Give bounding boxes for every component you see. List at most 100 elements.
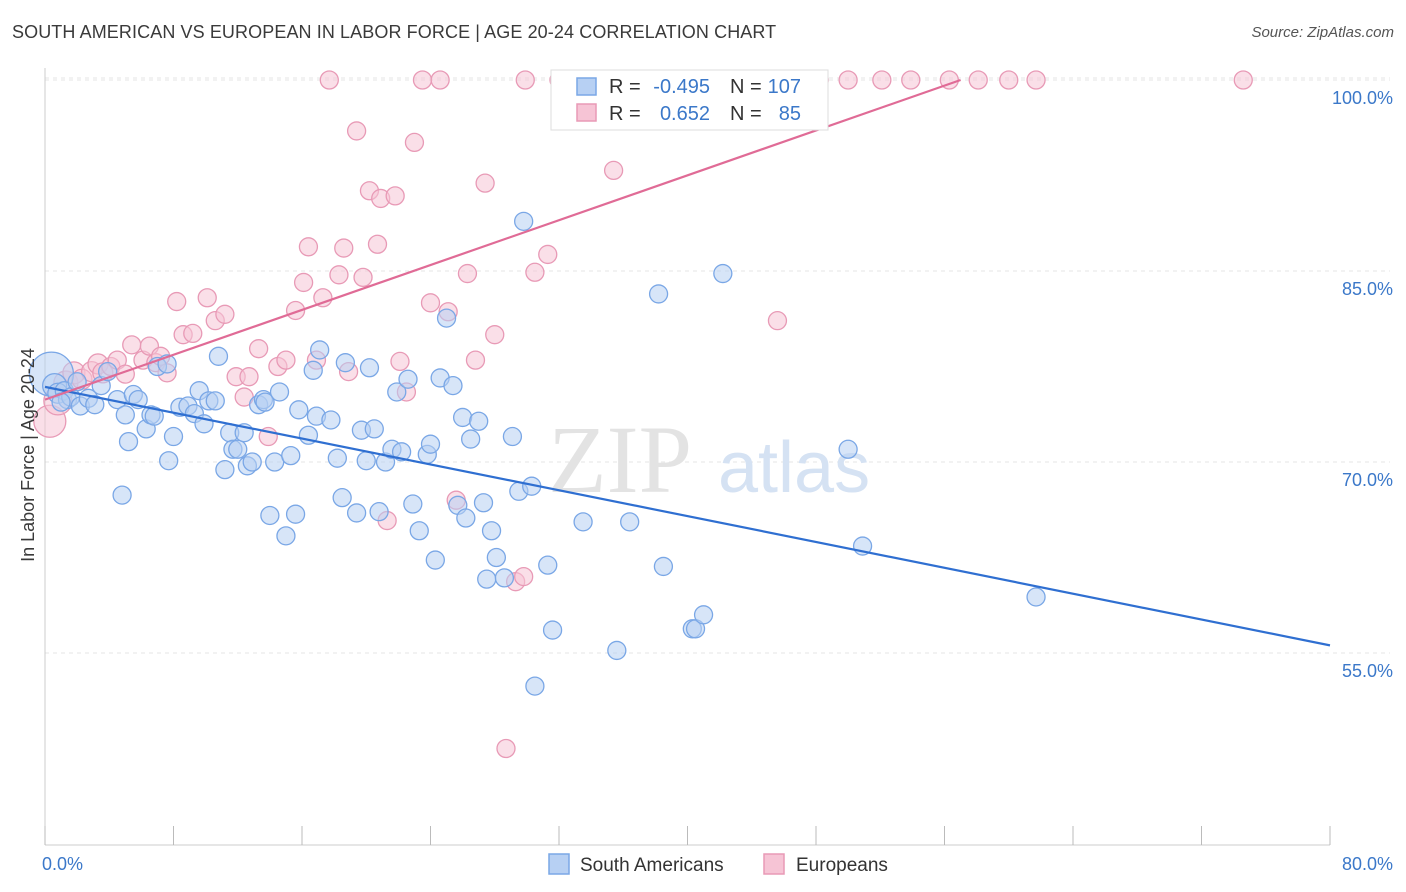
european-point-84 — [515, 70, 535, 90]
south-american-point-53 — [332, 488, 352, 508]
south-american-point-90 — [542, 620, 563, 640]
south-american-point-57 — [356, 451, 376, 471]
south-american-point-92 — [607, 640, 627, 661]
european-point-56 — [475, 173, 495, 193]
trend-lines — [44, 78, 1331, 647]
european-point-48 — [404, 132, 425, 153]
south-american-point-106 — [112, 485, 132, 505]
european-point-17 — [167, 291, 187, 312]
tick-labels: 55.0% 70.0% 85.0% 100.0% 0.0% 80.0% — [42, 88, 1393, 874]
european-point-39 — [346, 121, 367, 141]
south-american-point-39 — [255, 392, 275, 412]
south-american-point-54 — [335, 353, 356, 373]
x-tick-label-1: 80.0% — [1342, 854, 1393, 874]
south-american-point-99 — [713, 263, 733, 284]
south-american-point-44 — [281, 445, 301, 466]
y-tick-label-3: 100.0% — [1332, 88, 1393, 108]
european-point-57 — [485, 325, 505, 345]
south-american-point-50 — [310, 340, 330, 360]
south-american-point-45 — [285, 504, 306, 524]
european-point-42 — [367, 234, 388, 254]
european-point-45 — [385, 186, 405, 206]
south-american-point-65 — [398, 369, 418, 389]
x-tick-label-0: 0.0% — [42, 854, 83, 874]
south-american-point-58 — [359, 358, 380, 378]
south-american-point-51 — [321, 410, 341, 430]
legend-box — [550, 69, 829, 131]
south-american-point-80 — [477, 569, 497, 589]
european-point-66 — [603, 160, 624, 181]
bottom-legend: South Americans Europeans — [548, 853, 888, 876]
south-american-point-20 — [159, 451, 179, 471]
european-point-34 — [313, 288, 333, 308]
european-point-30 — [285, 300, 306, 321]
watermark-zip: ZIP — [548, 406, 692, 513]
south-american-point-52 — [327, 448, 347, 468]
south-american-point-21 — [163, 426, 184, 447]
european-point-25 — [239, 367, 259, 387]
south-americans-points — [28, 211, 1046, 696]
south-american-point-89 — [538, 555, 558, 575]
south-american-point-42 — [269, 382, 290, 402]
south-american-point-59 — [364, 419, 384, 439]
south-american-point-12 — [115, 405, 135, 425]
source-label: Source: ZipAtlas.com — [1251, 24, 1394, 41]
south-american-point-78 — [469, 411, 489, 431]
legend-n-value-1: 107 — [768, 76, 801, 98]
south-american-point-93 — [620, 512, 640, 532]
south-american-point-8 — [85, 395, 105, 415]
legend-r-value-1: -0.495 — [653, 76, 710, 98]
south-american-point-86 — [514, 211, 534, 231]
european-point-20 — [197, 288, 217, 308]
y-tick-label-2: 85.0% — [1342, 279, 1393, 299]
south-american-point-60 — [369, 502, 389, 522]
european-point-55 — [465, 350, 486, 370]
european-point-46 — [390, 351, 410, 372]
south-american-point-55 — [346, 503, 367, 523]
y-tick-label-1: 70.0% — [1342, 470, 1393, 490]
y-tick-label-0: 55.0% — [1342, 661, 1393, 681]
european-point-82 — [1026, 70, 1046, 90]
y-axis-label: In Labor Force | Age 20-24 — [18, 348, 38, 562]
legend-swatch-europeans — [576, 103, 597, 122]
south-american-point-33 — [228, 439, 248, 459]
legend-r-label-2: R = — [609, 103, 641, 125]
bottom-legend-swatch-south-americans — [548, 853, 570, 875]
european-point-49 — [412, 70, 433, 90]
south-american-point-40 — [260, 505, 280, 526]
european-point-40 — [353, 267, 373, 288]
legend-swatch-south-americans — [576, 77, 597, 96]
european-point-83 — [1233, 70, 1253, 90]
european-point-19 — [183, 323, 203, 344]
south-american-point-43 — [276, 526, 296, 546]
south-american-point-100 — [838, 439, 858, 459]
european-point-11 — [122, 335, 142, 355]
european-point-76 — [838, 70, 858, 90]
bottom-legend-label-south-americans: South Americans — [580, 855, 724, 876]
south-american-point-48 — [303, 360, 323, 380]
european-point-58 — [496, 738, 516, 759]
south-american-point-77 — [461, 429, 481, 449]
south-american-point-64 — [391, 442, 412, 462]
south-american-point-98 — [693, 605, 714, 625]
european-point-54 — [457, 263, 478, 284]
european-point-32 — [298, 237, 319, 257]
legend: R = -0.495 N = 107 R = 0.652 N = 85 — [550, 69, 829, 131]
south-american-point-76 — [456, 508, 476, 528]
legend-n-label-1: N = — [730, 76, 762, 98]
south-americans-trend-line — [44, 385, 1331, 647]
legend-n-label-2: N = — [730, 103, 762, 125]
european-point-26 — [248, 339, 269, 359]
european-point-62 — [538, 244, 558, 265]
european-point-78 — [901, 70, 921, 90]
south-american-point-36 — [242, 452, 262, 472]
european-point-77 — [872, 70, 892, 90]
bottom-legend-label-europeans: Europeans — [796, 855, 888, 876]
south-american-point-95 — [653, 556, 674, 577]
south-american-point-63 — [387, 382, 407, 402]
european-point-81 — [999, 70, 1019, 90]
south-american-point-70 — [425, 550, 445, 570]
south-american-point-79 — [473, 493, 494, 513]
european-point-31 — [293, 272, 314, 293]
european-point-22 — [215, 304, 235, 324]
